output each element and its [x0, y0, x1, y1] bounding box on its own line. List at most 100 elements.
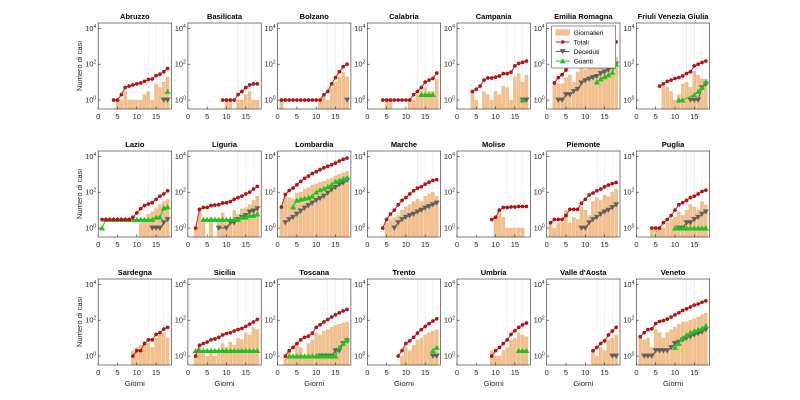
x-tick-label: 0	[365, 240, 369, 249]
panel-title: Emilia Romagna	[554, 12, 613, 21]
point-totali	[325, 317, 330, 322]
bar-giornalieri	[486, 94, 490, 110]
y-tick-label: 102	[264, 316, 275, 325]
point-totali	[142, 203, 147, 208]
bar-giornalieri	[201, 219, 206, 238]
point-deceduti	[613, 353, 620, 359]
point-guariti	[286, 353, 293, 359]
y-tick-label: 100	[175, 96, 186, 105]
bar-giornalieri	[318, 334, 322, 366]
x-axis-label: Giorni	[304, 379, 324, 388]
point-totali	[310, 331, 315, 335]
point-totali	[669, 78, 673, 82]
bar-giornalieri	[150, 211, 154, 238]
x-tick-label: 15	[511, 240, 519, 249]
bar-giornalieri	[119, 99, 124, 110]
point-guariti	[344, 174, 351, 181]
point-totali	[146, 77, 151, 82]
x-tick-label: 5	[115, 240, 119, 249]
bar-giornalieri	[337, 76, 342, 110]
point-guariti	[328, 353, 335, 359]
point-totali	[501, 205, 506, 210]
point-guariti	[429, 91, 436, 98]
point-totali	[638, 334, 643, 339]
bar-giornalieri	[501, 350, 506, 366]
x-tick-label: 0	[365, 112, 369, 121]
point-totali	[661, 318, 666, 323]
bar-giornalieri	[583, 69, 588, 110]
bar-giornalieri	[560, 83, 564, 110]
line-guariti	[289, 339, 348, 357]
point-totali	[505, 205, 510, 210]
axes-box	[97, 22, 172, 110]
point-deceduti	[586, 76, 593, 82]
point-totali	[434, 316, 439, 321]
y-tick-label: 100	[354, 352, 365, 361]
bar-giornalieri	[127, 99, 131, 110]
bar-giornalieri	[696, 316, 700, 366]
point-totali	[657, 226, 662, 230]
bar-giornalieri	[329, 87, 334, 110]
point-totali	[489, 217, 494, 222]
point-guariti	[164, 204, 171, 210]
x-tick-label: 5	[115, 112, 119, 121]
point-totali	[158, 72, 162, 76]
point-totali	[224, 98, 229, 102]
panel-veneto: 0 5 10 15 100 102 104 Veneto Giorni	[623, 268, 711, 388]
point-guariti	[324, 353, 331, 359]
point-deceduti	[698, 211, 705, 217]
bar-giornalieri	[571, 217, 576, 238]
point-guariti	[231, 216, 238, 222]
point-totali	[220, 201, 225, 205]
x-tick-label: 10	[671, 368, 679, 377]
panel-molise: 0 5 10 15 100 102 104 Molise	[444, 140, 531, 249]
point-totali	[692, 64, 697, 68]
point-guariti	[293, 353, 300, 359]
x-tick-label: 10	[402, 240, 410, 249]
point-totali	[345, 307, 349, 312]
point-totali	[279, 98, 284, 102]
point-deceduti	[691, 97, 698, 103]
point-totali	[497, 208, 502, 212]
bar-giornalieri	[345, 76, 349, 110]
x-tick-label: 10	[133, 240, 141, 249]
point-totali	[493, 215, 498, 220]
y-tick-label: 104	[444, 152, 455, 161]
bar-giornalieri	[142, 219, 147, 238]
point-guariti	[223, 216, 230, 222]
point-guariti	[200, 347, 207, 354]
point-totali	[333, 312, 338, 317]
x-tick-label: 5	[385, 112, 389, 121]
bar-giornalieri	[322, 330, 326, 366]
point-deceduti	[691, 217, 698, 223]
point-guariti	[208, 216, 215, 222]
point-guariti	[698, 325, 705, 331]
point-guariti	[687, 225, 694, 231]
bar-giornalieri	[696, 209, 700, 238]
x-tick-label: 10	[133, 112, 141, 121]
x-tick-label: 10	[581, 240, 589, 249]
bar-giornalieri	[568, 74, 572, 110]
axes-box	[456, 150, 531, 238]
point-totali	[646, 327, 650, 332]
point-totali	[161, 69, 166, 74]
bar-giornalieri	[591, 350, 595, 366]
bar-giornalieri	[556, 83, 561, 110]
point-totali	[111, 98, 116, 102]
bar-giornalieri	[251, 99, 256, 110]
point-guariti	[320, 353, 327, 359]
panel-title: Umbria	[481, 268, 508, 277]
point-totali	[131, 83, 135, 87]
point-totali	[567, 207, 572, 212]
bar-giornalieri	[255, 329, 260, 366]
point-guariti	[702, 322, 709, 329]
point-deceduti	[250, 208, 257, 214]
point-totali	[400, 348, 404, 353]
axes-box	[97, 150, 172, 238]
point-totali	[486, 76, 490, 80]
point-guariti	[429, 347, 436, 354]
point-totali	[595, 345, 599, 350]
point-totali	[134, 82, 139, 86]
point-totali	[501, 71, 506, 76]
